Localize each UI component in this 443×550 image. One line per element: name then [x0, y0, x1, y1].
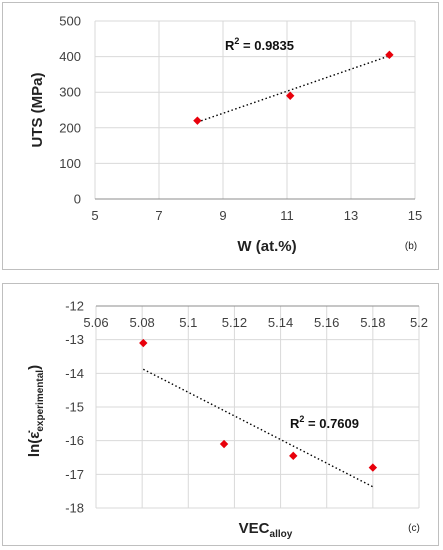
y-tick-label: -12 — [65, 299, 84, 314]
x-tick-label: 5.08 — [129, 315, 154, 330]
data-point — [286, 91, 295, 100]
x-tick-label: 7 — [155, 208, 162, 223]
y-tick-label: 500 — [59, 14, 81, 29]
y-tick-label: -15 — [65, 400, 84, 415]
y-tick-label: -17 — [65, 467, 84, 482]
x-tick-label: 13 — [344, 208, 358, 223]
x-axis-title: VECalloy — [239, 520, 293, 540]
data-point — [385, 50, 394, 60]
strain-rate-scatter-chart: 5.06 5.08 5.1 5.12 5.14 5.16 5.18 5.2 -12 -13 -14 -… — [26, 299, 428, 541]
data-point — [193, 116, 202, 125]
y-tick-label: 200 — [59, 120, 81, 135]
x-axis-title: W (at.%) — [237, 238, 296, 255]
x-tick-label: 11 — [280, 208, 294, 223]
y-tick-label: 400 — [59, 49, 81, 64]
uts-scatter-chart: 5 7 9 11 13 15 0 100 200 300 400 500 R2 = 0.9835 W (a… — [29, 14, 422, 256]
y-tick-label: 100 — [59, 156, 81, 171]
y-tick-label: 300 — [59, 85, 81, 100]
data-point — [219, 439, 229, 449]
trendline — [142, 368, 374, 488]
x-tick-label: 5.16 — [314, 315, 339, 330]
y-axis-title: ln(ε̇experimental) — [26, 365, 46, 457]
chart-panel-uts-vs-w: 5 7 9 11 13 15 0 100 200 300 400 500 R2 = 0.9835 W (a… — [2, 2, 439, 270]
x-tick-label: 5.06 — [83, 315, 108, 330]
y-tick-label: 0 — [74, 192, 81, 207]
x-tick-label: 5 — [91, 208, 98, 223]
chart-panel-strain-rate-vs-vec: 5.06 5.08 5.1 5.12 5.14 5.16 5.18 5.2 -12 -13 -14 -… — [2, 283, 439, 546]
x-tick-label: 15 — [408, 208, 422, 223]
y-tick-label: -13 — [65, 332, 84, 347]
x-tick-label: 5.12 — [222, 315, 247, 330]
x-tick-label: 9 — [219, 208, 226, 223]
x-tick-label: 5.18 — [360, 315, 385, 330]
panel-label: (c) — [408, 523, 420, 534]
data-point — [368, 463, 378, 472]
y-tick-label: -18 — [65, 501, 84, 516]
panel-label: (b) — [405, 241, 417, 252]
data-point — [139, 338, 148, 348]
x-tick-label: 5.1 — [179, 315, 197, 330]
y-tick-label: -16 — [65, 433, 84, 448]
trendline — [197, 55, 390, 123]
x-tick-label: 5.2 — [410, 315, 428, 330]
y-axis-title: UTS (MPa) — [29, 72, 46, 147]
x-tick-label: 5.14 — [268, 315, 293, 330]
data-point — [289, 451, 298, 461]
r-squared-annotation: R2 = 0.7609 — [290, 414, 359, 431]
y-tick-label: -14 — [65, 366, 84, 381]
r-squared-annotation: R2 = 0.9835 — [225, 36, 294, 53]
